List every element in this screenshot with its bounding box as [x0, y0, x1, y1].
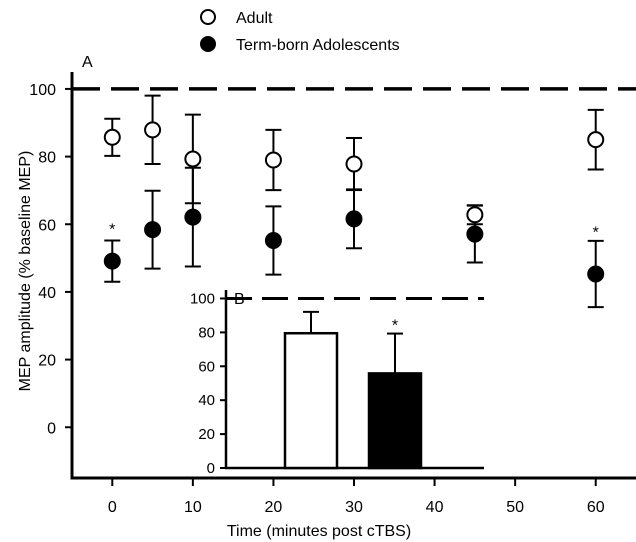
- bar-0: [283, 331, 339, 470]
- y-tick-label-a-5: 100: [29, 82, 56, 99]
- y-tick-label-b-3: 60: [198, 358, 215, 375]
- y-tick-label-a-4: 80: [38, 150, 56, 167]
- significance-asterisk-b-0: *: [392, 318, 398, 335]
- bar-1: [367, 372, 423, 470]
- panel-label-a: A: [82, 54, 93, 71]
- data-point-s1-2: [184, 208, 202, 226]
- panel-b-inset: 0 20 40 60 80 100 B *: [181, 282, 489, 477]
- data-point-s0-2: [184, 150, 202, 168]
- data-point-s1-6: [587, 265, 605, 283]
- legend-marker-1: [200, 36, 216, 52]
- x-tick-label-a-1: 10: [184, 499, 202, 516]
- y-axis-label: MEP amplitude (% baseline MEP): [17, 151, 34, 392]
- panel-label-b: B: [234, 291, 245, 308]
- data-point-s1-0: [103, 252, 121, 270]
- legend-label-0: Adult: [236, 10, 273, 27]
- y-tick-label-b-2: 40: [198, 392, 215, 409]
- data-point-s1-4: [345, 210, 363, 228]
- x-tick-label-a-5: 50: [506, 499, 524, 516]
- y-tick-label-a-3: 60: [38, 217, 56, 234]
- y-tick-label-b-1: 20: [198, 426, 215, 443]
- y-tick-label-b-5: 100: [190, 290, 215, 307]
- x-tick-label-a-0: 0: [108, 499, 117, 516]
- y-tick-label-a-1: 20: [38, 353, 56, 370]
- data-point-s0-3: [264, 151, 282, 169]
- data-point-s0-6: [587, 131, 605, 149]
- significance-asterisk-a-0: *: [109, 221, 115, 238]
- y-tick-label-b-4: 80: [198, 324, 215, 341]
- x-axis-label: Time (minutes post cTBS): [227, 523, 411, 540]
- legend-marker-0: [200, 9, 216, 25]
- data-point-s0-4: [345, 155, 363, 173]
- x-tick-label-a-3: 30: [345, 499, 363, 516]
- data-point-s0-1: [144, 121, 162, 139]
- data-point-s0-0: [103, 128, 121, 146]
- x-tick-label-a-2: 20: [265, 499, 283, 516]
- legend-label-1: Term-born Adolescents: [236, 37, 400, 54]
- x-tick-label-a-6: 60: [587, 499, 605, 516]
- y-tick-label-b-0: 0: [207, 460, 215, 477]
- data-point-s1-5: [466, 225, 484, 243]
- legend: Adult Term-born Adolescents: [200, 9, 400, 54]
- x-tick-label-a-4: 40: [426, 499, 444, 516]
- y-tick-label-a-0: 0: [47, 420, 56, 437]
- data-point-s0-5: [466, 206, 484, 224]
- panel-a: 0 20 40 60 80 100 0 10 20 30 40 50 60 Time (minutes p…: [17, 54, 636, 540]
- data-point-s1-1: [144, 221, 162, 239]
- data-point-s1-3: [264, 231, 282, 249]
- y-tick-label-a-2: 40: [38, 285, 56, 302]
- significance-asterisk-a-1: *: [593, 225, 599, 242]
